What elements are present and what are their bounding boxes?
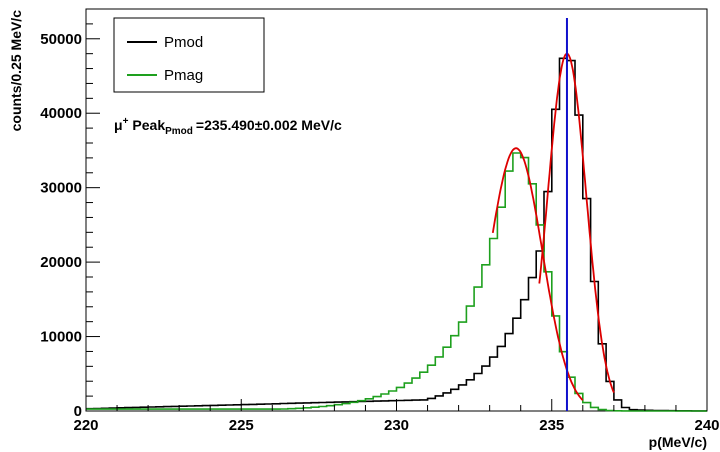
x-tick-label: 235: [539, 417, 564, 434]
y-tick-label: 0: [74, 403, 82, 420]
y-tick-label: 50000: [40, 31, 82, 48]
y-tick-label: 20000: [40, 254, 82, 271]
legend-label-pmag: Pmag: [164, 67, 203, 84]
peak-annotation: μ+ PeakPmod =235.490±0.002 MeV/c: [114, 116, 342, 137]
axes-layer: 220 225 230 235 240 0 10000 20000 30000 40000 5000…: [40, 8, 720, 434]
annotation-peak-sub: Pmod: [165, 126, 193, 137]
x-axis-title: p(MeV/c): [649, 434, 707, 450]
x-tick-label: 225: [229, 417, 254, 434]
legend-label-pmod: Pmod: [164, 34, 203, 51]
annotation-mu-sup: +: [123, 116, 129, 127]
y-tick-label: 40000: [40, 105, 82, 122]
fit-curves-layer: [491, 52, 615, 401]
series-layer: [86, 57, 707, 412]
legend-box: [113, 17, 265, 93]
annotation-mu: μ: [114, 117, 123, 133]
fit-curve-1: [538, 52, 615, 393]
y-tick-label: 30000: [40, 180, 82, 197]
series-pmag-histogram: [86, 152, 707, 412]
x-tick-label: 240: [694, 417, 719, 434]
y-tick-label: 10000: [40, 329, 82, 346]
fit-curve-2: [491, 147, 584, 401]
x-tick-label: 220: [73, 417, 98, 434]
annotation-value: =235.490±0.002 MeV/c: [196, 117, 342, 133]
series-pmod-histogram: [86, 57, 707, 412]
x-tick-label: 230: [384, 417, 409, 434]
annotation-peak: Peak: [132, 117, 165, 133]
y-axis-title: counts/0.25 MeV/c: [8, 10, 24, 132]
legend: Pmod Pmag: [113, 17, 265, 93]
svg-text:μ+PeakPmod=235.490±0.002 MeV/c: μ+ PeakPmod =235.490±0.002 MeV/c: [114, 116, 342, 137]
